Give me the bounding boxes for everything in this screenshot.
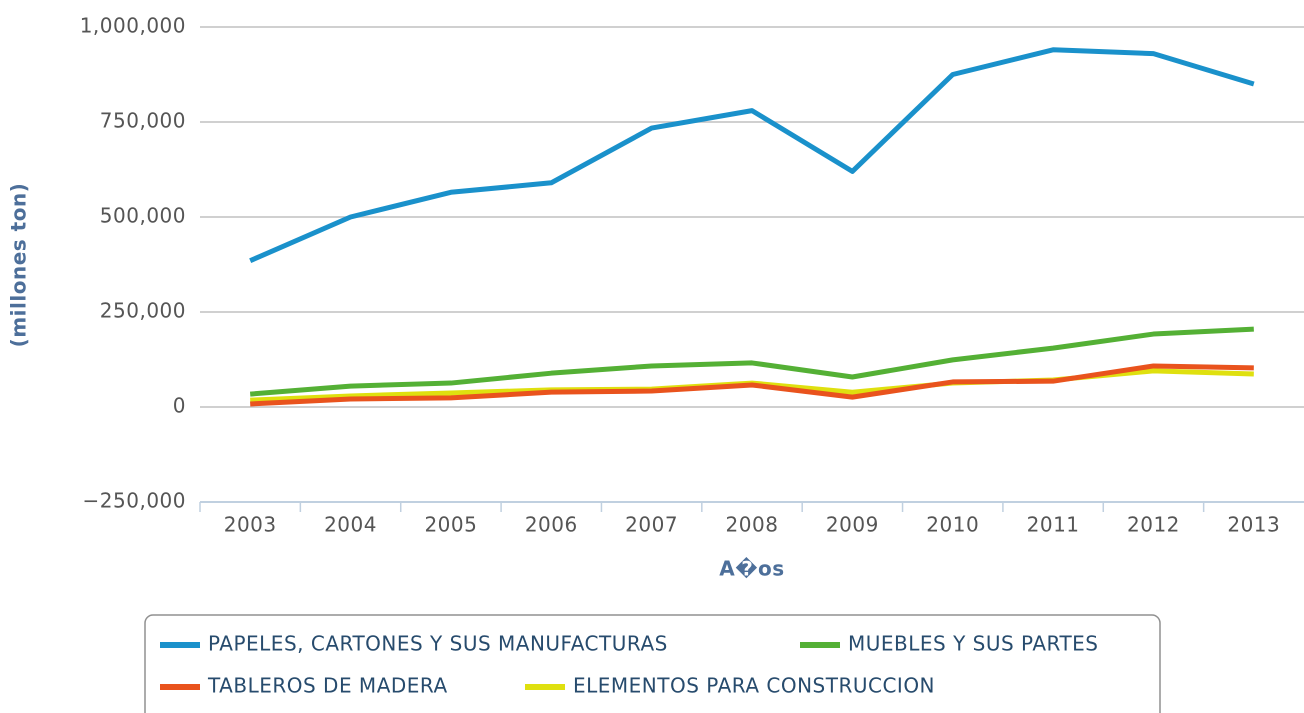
x-tick-label: 2004	[324, 513, 377, 537]
x-tick-label: 2013	[1227, 513, 1280, 537]
x-tick-label: 2003	[224, 513, 277, 537]
y-tick-label: 750,000	[100, 109, 186, 133]
series-line	[250, 363, 1254, 407]
legend-label: ELEMENTOS PARA CONSTRUCCION	[573, 674, 935, 698]
x-tick-label: 2011	[1027, 513, 1080, 537]
legend-label: TABLEROS DE MADERA	[207, 674, 448, 698]
y-tick-label: 500,000	[100, 204, 186, 228]
x-tick-label: 2009	[826, 513, 879, 537]
x-tick-label: 2006	[525, 513, 578, 537]
x-tick-label: 2007	[625, 513, 678, 537]
series-line	[249, 326, 1254, 397]
legend-box	[144, 614, 1161, 713]
y-axis-title: (millones ton)	[7, 183, 31, 348]
x-tick-label: 2012	[1127, 513, 1180, 537]
series-line	[249, 47, 1255, 263]
x-tick-label: 2010	[926, 513, 979, 537]
x-tick-label: 2008	[726, 513, 779, 537]
x-axis-title: A�os	[719, 557, 784, 581]
x-tick-label: 2005	[424, 513, 477, 537]
y-tick-label: −250,000	[83, 489, 186, 513]
y-tick-label: 1,000,000	[80, 14, 186, 38]
y-tick-label: 250,000	[100, 299, 186, 323]
y-tick-label: 0	[173, 394, 186, 418]
legend-label: MUEBLES Y SUS PARTES	[848, 632, 1099, 656]
legend-label: PAPELES, CARTONES Y SUS MANUFACTURAS	[208, 632, 668, 656]
